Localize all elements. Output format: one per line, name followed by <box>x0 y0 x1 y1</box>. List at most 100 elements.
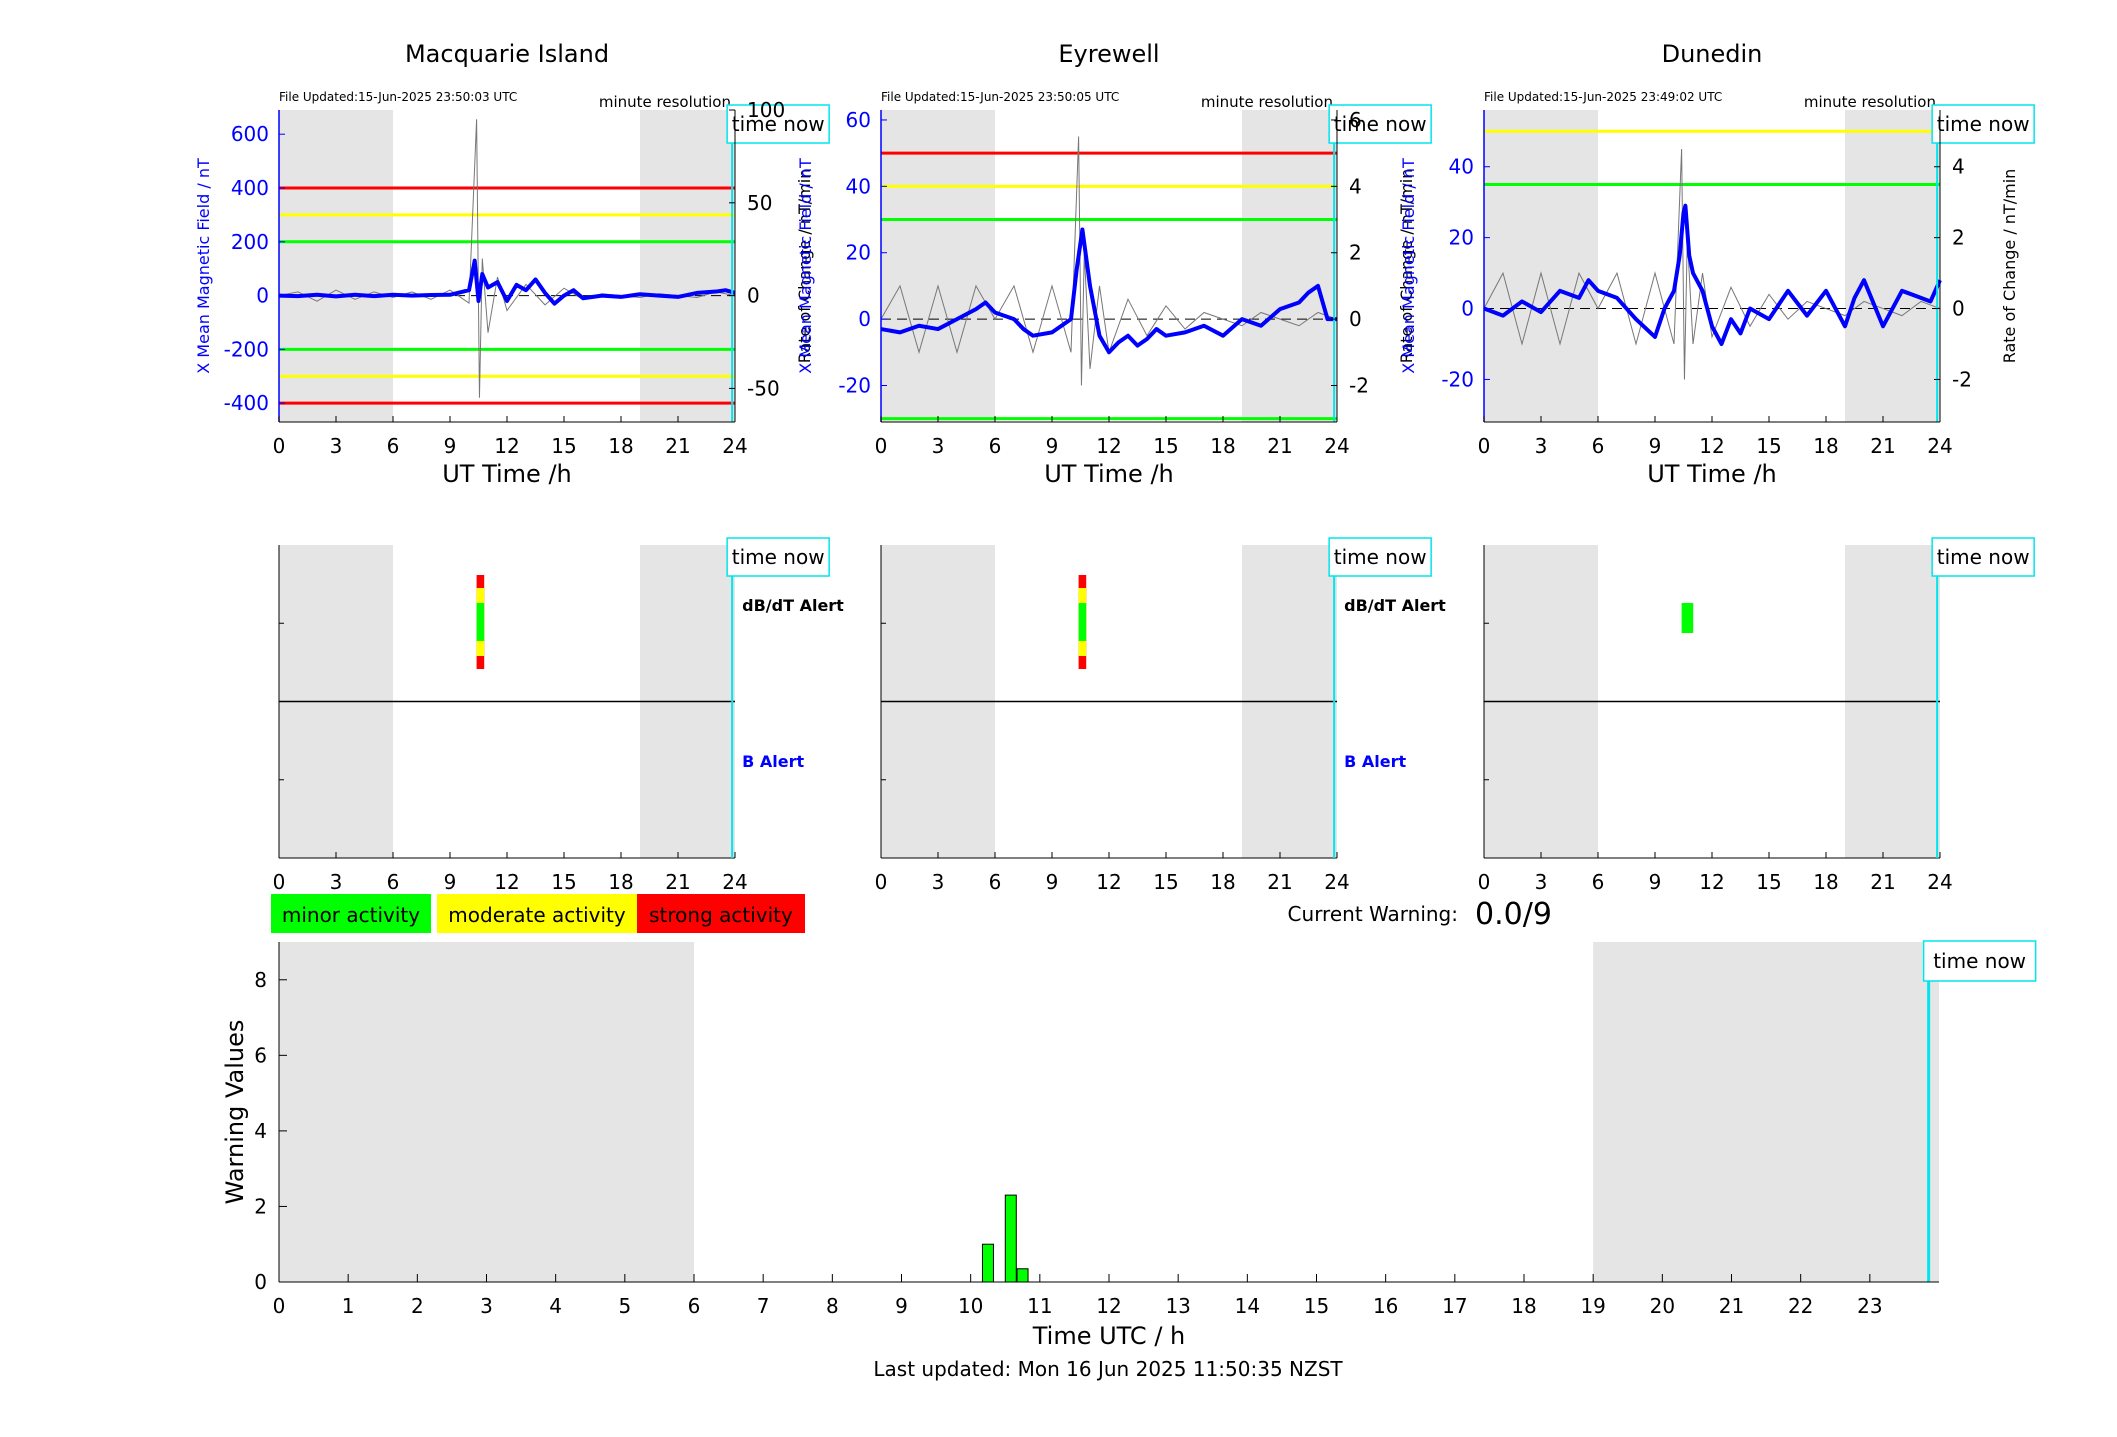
x-tick-label: 24 <box>1927 870 1952 894</box>
x-tick-label: 12 <box>1096 870 1121 894</box>
x-tick-label: 3 <box>932 870 945 894</box>
x-tick-label: 12 <box>1096 1294 1121 1318</box>
time-now-box <box>1931 537 2035 577</box>
x-tick-label: 0 <box>1478 870 1491 894</box>
x-tick-label: 6 <box>989 870 1002 894</box>
y-tick-label: 4 <box>254 1119 267 1143</box>
x-tick-label: 3 <box>330 434 343 458</box>
alert-bar-minor <box>1078 603 1087 641</box>
alert-db-label: dB/dT Alert <box>1344 596 1446 615</box>
x-tick-label: 1 <box>342 1294 355 1318</box>
x-tick-label: 21 <box>1870 434 1895 458</box>
y-tick-label: 0 <box>254 1270 267 1294</box>
y2-tick-label: 2 <box>1952 226 1965 250</box>
y2-axis-label: Rate of Change / nT/min <box>2000 169 2019 364</box>
alert-chart-eyrewell: 0 3 6 9 12 15 18 21 24 time now dB/dT Alert B Alert <box>875 537 1446 894</box>
x-tick-label: 17 <box>1442 1294 1467 1318</box>
y-tick-label: -400 <box>224 391 269 415</box>
night-shade <box>279 942 694 1282</box>
x-tick-label: 21 <box>1870 870 1895 894</box>
legend-strong-label: strong activity <box>649 903 793 927</box>
y-tick-label: 6 <box>254 1043 267 1067</box>
y2-tick-label: -50 <box>747 376 780 400</box>
current-warning-value: 0.0/9 <box>1475 897 1552 932</box>
y-tick-label: -200 <box>224 337 269 361</box>
x-tick-label: 18 <box>608 434 633 458</box>
night-shade <box>881 110 995 422</box>
time-now-label: time now <box>732 545 825 569</box>
x-tick-label: 12 <box>494 434 519 458</box>
x-tick-label: 8 <box>826 1294 839 1318</box>
x-tick-label: 18 <box>1210 434 1235 458</box>
legend-minor-swatch <box>271 894 431 933</box>
x-tick-label: 15 <box>551 870 576 894</box>
legend-moderate-label: moderate activity <box>448 903 626 927</box>
magnetic-field-line <box>1483 203 1942 346</box>
x-tick-label: 24 <box>1324 434 1349 458</box>
y-tick-label: 0 <box>858 307 871 331</box>
x-tick-label: 6 <box>1592 870 1605 894</box>
chart-title: Macquarie Island <box>405 40 609 68</box>
x-tick-label: 6 <box>989 434 1002 458</box>
time-now-box <box>1328 537 1432 577</box>
x-tick-label: 10 <box>958 1294 983 1318</box>
y-tick-label: 8 <box>254 968 267 992</box>
x-tick-label: 7 <box>757 1294 770 1318</box>
resolution-label: minute resolution <box>1201 93 1333 111</box>
y-tick-label: 0 <box>1461 297 1474 321</box>
y2-tick-label: 100 <box>747 98 785 122</box>
time-now-label: time now <box>1334 545 1427 569</box>
last-updated-text: Last updated: Mon 16 Jun 2025 11:50:35 N… <box>873 1357 1343 1381</box>
chart-title: Eyrewell <box>1058 40 1159 68</box>
night-shade <box>640 110 735 422</box>
x-tick-label: 21 <box>1267 870 1292 894</box>
x-tick-label: 3 <box>480 1294 493 1318</box>
x-tick-label: 22 <box>1788 1294 1813 1318</box>
activity-legend: minor activity moderate activity strong … <box>271 894 805 933</box>
x-tick-label: 9 <box>1649 870 1662 894</box>
time-now-label: time now <box>1937 545 2030 569</box>
alert-db-label: dB/dT Alert <box>742 596 844 615</box>
x-tick-label: 12 <box>1699 434 1724 458</box>
x-tick-label: 11 <box>1027 1294 1052 1318</box>
y-tick-label: 400 <box>231 176 269 200</box>
x-tick-label: 18 <box>608 870 633 894</box>
resolution-label: minute resolution <box>599 93 731 111</box>
time-now-box <box>726 537 830 577</box>
file-updated-text: File Updated:15-Jun-2025 23:50:05 UTC <box>881 90 1119 104</box>
x-tick-label: 12 <box>494 870 519 894</box>
y-axis-label: Warning Values <box>221 1020 249 1205</box>
time-now-box <box>1922 940 2037 982</box>
x-tick-label: 3 <box>932 434 945 458</box>
alert-b-label: B Alert <box>1344 752 1406 771</box>
station-chart-dunedin: Dunedin File Updated:15-Jun-2025 23:49:02… <box>1399 40 2035 488</box>
night-shade <box>279 110 393 422</box>
station-chart-eyrewell: Eyrewell File Updated:15-Jun-2025 23:50:0… <box>796 40 1432 488</box>
x-tick-label: 19 <box>1580 1294 1605 1318</box>
night-shade <box>1845 110 1940 422</box>
y2-tick-label: -2 <box>1349 373 1369 397</box>
y2-tick-label: 6 <box>1349 108 1362 132</box>
x-tick-label: 23 <box>1857 1294 1882 1318</box>
y2-tick-label: 50 <box>747 191 772 215</box>
x-tick-label: 16 <box>1373 1294 1398 1318</box>
y-tick-label: 0 <box>256 284 269 308</box>
warning-bar <box>1016 1268 1029 1283</box>
time-now-box <box>1328 104 1432 144</box>
x-tick-label: 0 <box>273 434 286 458</box>
x-tick-label: 6 <box>688 1294 701 1318</box>
x-tick-label: 13 <box>1165 1294 1190 1318</box>
alert-bar-minor <box>1681 603 1694 633</box>
legend-minor-label: minor activity <box>282 903 420 927</box>
night-shade <box>1593 942 1939 1282</box>
y-tick-label: 20 <box>1449 226 1474 250</box>
y2-tick-label: 0 <box>1952 297 1965 321</box>
y-tick-label: 600 <box>231 122 269 146</box>
x-axis-label: UT Time /h <box>442 460 572 488</box>
file-updated-text: File Updated:15-Jun-2025 23:49:02 UTC <box>1484 90 1722 104</box>
y-tick-label: 60 <box>846 108 871 132</box>
current-warning-label: Current Warning: <box>1288 902 1458 926</box>
x-tick-label: 0 <box>875 434 888 458</box>
x-tick-label: 2 <box>411 1294 424 1318</box>
